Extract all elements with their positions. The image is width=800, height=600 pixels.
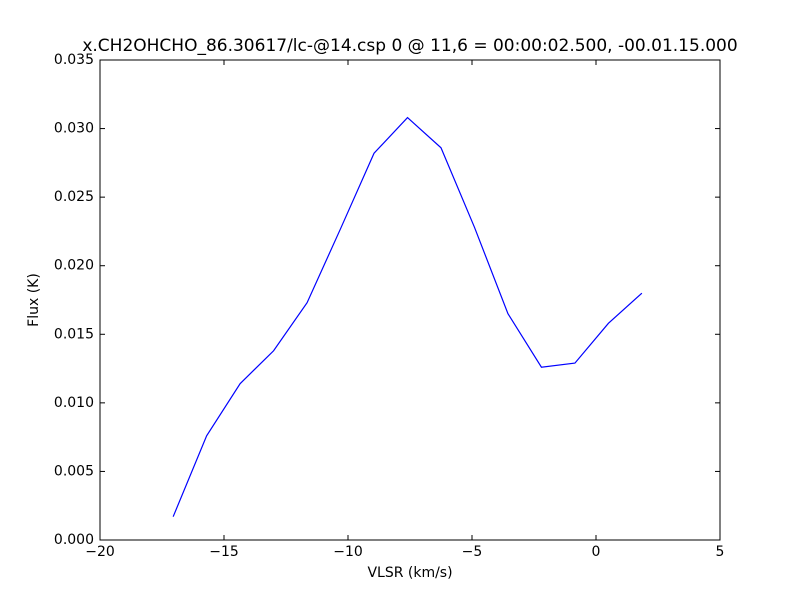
data-line [172,116,643,517]
x-tick-label: 5 [716,544,725,560]
x-tick-label: −10 [333,544,363,560]
y-tick-label: 0.030 [54,121,94,137]
x-tick-label: −20 [85,544,115,560]
x-tick-label: −15 [209,544,239,560]
y-axis-label: Flux (K) [26,273,42,327]
plot-frame [99,59,721,541]
y-tick-label: 0.020 [54,258,94,274]
y-tick-label: 0.010 [54,395,94,411]
y-tick-label: 0.035 [54,52,94,68]
x-tick-label: 0 [592,544,601,560]
x-tick-label: −5 [462,544,483,560]
y-tick-label: 0.015 [54,326,94,342]
y-tick-label: 0.025 [54,189,94,205]
chart-title: x.CH2OHCHO_86.30617/lc-@14.csp 0 @ 11,6 … [82,36,737,56]
y-tick-label: 0.005 [54,463,94,479]
y-tick-label: 0.000 [54,532,94,548]
x-axis-label: VLSR (km/s) [367,565,452,581]
